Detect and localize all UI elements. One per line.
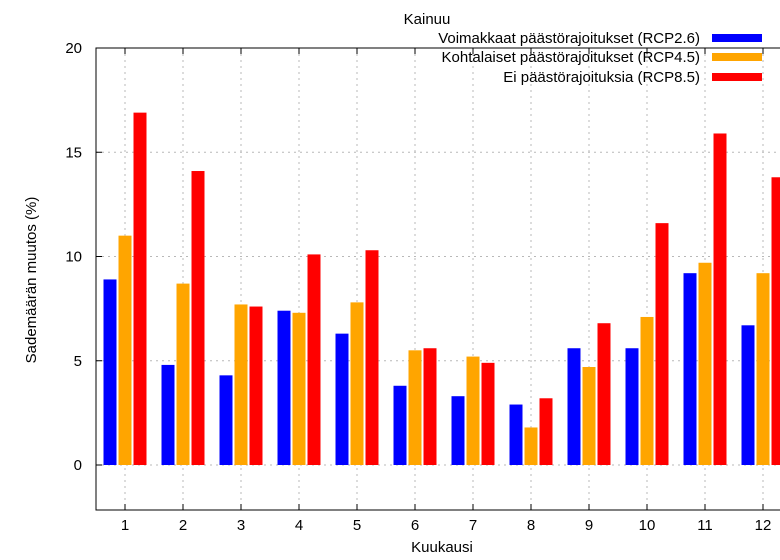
bar bbox=[567, 348, 581, 465]
plot-frame bbox=[95, 47, 780, 511]
legend: Voimakkaat päästörajoitukset (RCP2.6) Koh… bbox=[438, 30, 762, 86]
bar bbox=[176, 283, 190, 465]
bar bbox=[451, 396, 465, 465]
bar bbox=[133, 112, 147, 465]
x-tick-label: 5 bbox=[353, 517, 361, 534]
bar bbox=[292, 312, 306, 465]
bar bbox=[191, 171, 205, 465]
x-tick-label: 10 bbox=[639, 517, 656, 534]
legend-swatch bbox=[712, 34, 762, 42]
bars bbox=[103, 112, 780, 466]
y-tick-label: 15 bbox=[65, 144, 82, 161]
bar bbox=[466, 356, 480, 465]
bar bbox=[249, 306, 263, 465]
x-axis-label: Kuukausi bbox=[411, 539, 473, 556]
legend-label: Kohtalaiset päästörajoitukset (RCP4.5) bbox=[442, 49, 700, 66]
x-tick-label: 6 bbox=[411, 517, 419, 534]
y-axis-label: Sademäärän muutos (%) bbox=[23, 197, 40, 364]
bar bbox=[597, 323, 611, 465]
bar bbox=[365, 250, 379, 465]
legend-swatch bbox=[712, 53, 762, 61]
x-tick-label: 11 bbox=[697, 517, 713, 534]
bar bbox=[393, 385, 407, 465]
x-tick-label: 9 bbox=[585, 517, 593, 534]
bar bbox=[103, 279, 117, 465]
y-tick-label: 10 bbox=[65, 249, 82, 266]
bar bbox=[771, 177, 780, 465]
bar bbox=[509, 404, 523, 465]
bar bbox=[307, 254, 321, 465]
bar bbox=[741, 325, 755, 465]
y-tick-label: 5 bbox=[74, 353, 82, 370]
x-tick-label: 4 bbox=[295, 517, 303, 534]
x-tick-label: 12 bbox=[755, 517, 772, 534]
bar bbox=[408, 350, 422, 465]
bar bbox=[481, 362, 495, 465]
x-tick-label: 7 bbox=[469, 517, 477, 534]
bar bbox=[219, 375, 233, 465]
bar bbox=[161, 364, 175, 465]
x-tick-label: 1 bbox=[121, 517, 129, 534]
bar bbox=[655, 223, 669, 465]
y-tick-label: 20 bbox=[65, 40, 82, 57]
bar bbox=[539, 398, 553, 465]
x-tick-label: 2 bbox=[179, 517, 187, 534]
legend-label: Voimakkaat päästörajoitukset (RCP2.6) bbox=[438, 30, 700, 47]
bar bbox=[335, 333, 349, 465]
bar bbox=[524, 427, 538, 465]
bar bbox=[423, 348, 437, 465]
legend-swatch bbox=[712, 73, 762, 81]
x-tick-label: 3 bbox=[237, 517, 245, 534]
bar bbox=[277, 310, 291, 465]
bar bbox=[118, 235, 132, 465]
bar bbox=[683, 273, 697, 465]
chart-title: Kainuu bbox=[404, 11, 451, 28]
bar bbox=[234, 304, 248, 465]
bar bbox=[698, 262, 712, 465]
bar bbox=[756, 273, 770, 465]
x-tick-label: 8 bbox=[527, 517, 535, 534]
bar bbox=[350, 302, 364, 465]
bar bbox=[640, 316, 654, 465]
legend-label: Ei päästörajoituksia (RCP8.5) bbox=[503, 69, 700, 86]
y-tick-label: 0 bbox=[74, 457, 82, 474]
bar bbox=[625, 348, 639, 465]
bar bbox=[582, 367, 596, 465]
bar bbox=[713, 133, 727, 466]
